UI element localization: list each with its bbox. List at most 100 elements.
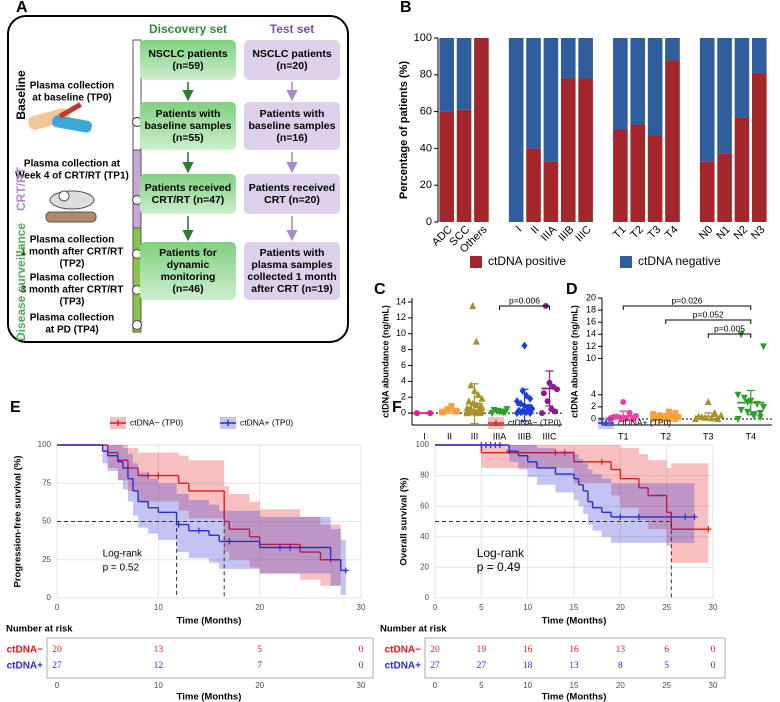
risk-count: 12 — [154, 661, 164, 671]
data-point — [737, 406, 745, 414]
x-tick-label: I — [423, 431, 426, 441]
confidence-band — [587, 469, 593, 525]
y-tick-label: 0 — [401, 407, 406, 417]
censor-mark — [598, 458, 605, 465]
x-tick-label: 20 — [616, 603, 625, 612]
x-tick-label: T2 — [628, 224, 646, 242]
bar-segment — [647, 135, 663, 222]
bar-segment — [560, 78, 576, 222]
censor-mark — [552, 449, 559, 456]
comparison-bracket — [622, 305, 752, 310]
bar-segment — [734, 38, 750, 118]
p-value: p=0.052 — [693, 309, 724, 319]
flow-box-text: collected 1 month — [247, 271, 336, 283]
data-point — [744, 408, 752, 416]
flow-box-text: (n=20) — [276, 60, 307, 72]
x-tick-label: N3 — [749, 224, 767, 242]
risk-count: 20 — [52, 645, 62, 655]
y-tick-label: 12 — [396, 312, 406, 322]
data-point — [521, 341, 528, 350]
y-tick-label: 4 — [591, 389, 596, 399]
x-tick-label: I — [514, 224, 525, 235]
flow-box-text: plasma samples — [251, 259, 332, 271]
data-point — [740, 394, 748, 402]
risk-title: Number at risk — [380, 624, 447, 635]
y-tick-label: 0 — [591, 413, 596, 423]
confidence-band — [574, 454, 579, 501]
bar-segment — [630, 38, 646, 125]
y-tick-label: 50 — [42, 517, 51, 526]
y-tick-label: 100 — [416, 440, 430, 449]
error-bar — [495, 409, 504, 414]
flow-box — [244, 102, 340, 150]
bar-segment — [439, 38, 454, 112]
risk-count: 5 — [664, 661, 669, 671]
x-tick-label: IIIB — [518, 431, 532, 441]
y-tick-label: 6 — [401, 360, 406, 370]
censor-mark — [496, 442, 503, 448]
error-bar — [445, 407, 454, 414]
timeline-treatment — [132, 149, 142, 229]
x-tick-label: IIIC — [573, 224, 594, 245]
timepoint-label: Plasma collection at — [24, 159, 121, 170]
data-point — [672, 409, 679, 416]
y-tick-label: 75 — [42, 478, 51, 487]
legend-label: ctDNA− (TP0) — [130, 417, 183, 427]
risk-count: 0 — [711, 645, 716, 655]
x-tick-label: 5 — [479, 603, 484, 612]
data-point — [665, 408, 672, 415]
flow-box — [140, 242, 236, 300]
annotation: p = 0.49 — [477, 560, 521, 574]
legend-label: ctDNA+ (TP0) — [240, 417, 293, 427]
data-point — [623, 415, 630, 422]
timepoint-label: Plasma collection — [30, 81, 114, 92]
data-point — [548, 406, 555, 413]
flow-box-text: (n=55) — [172, 132, 203, 144]
confidence-band — [127, 454, 133, 502]
bar-segment — [752, 38, 767, 73]
flow-box-text: NSCLC patients — [148, 48, 228, 60]
x-tick-label: N2 — [732, 224, 750, 242]
y-tick-label: 20 — [420, 179, 432, 191]
phase-label: Baseline — [14, 70, 28, 120]
data-point — [704, 398, 712, 406]
legend-label: ctDNA positive — [488, 254, 566, 268]
bar-segment — [543, 38, 559, 162]
risk-x-tick-label: 10 — [523, 681, 532, 690]
y-tick-label: 2 — [401, 392, 406, 402]
flow-box-text: CRT/RT (n=47) — [152, 194, 225, 206]
confidence-band — [107, 445, 118, 472]
y-tick-label: 14 — [586, 329, 596, 339]
flow-box-text: Patients with — [260, 108, 325, 120]
column-title: Test set — [270, 22, 314, 36]
comparison-bracket — [499, 305, 550, 310]
flow-box — [140, 102, 236, 150]
data-point — [465, 405, 473, 413]
confidence-band — [117, 445, 123, 481]
bar-segment — [613, 38, 628, 130]
risk-count: 13 — [569, 661, 579, 671]
p-value: p=0.026 — [672, 295, 703, 305]
data-point — [672, 415, 679, 422]
data-point — [467, 381, 475, 389]
confidence-band — [574, 445, 612, 484]
risk-count: 27 — [52, 661, 62, 671]
confidence-band — [133, 463, 139, 516]
confidence-band — [518, 445, 528, 470]
risk-count: 20 — [430, 645, 440, 655]
confidence-band — [209, 504, 220, 563]
data-point — [734, 415, 742, 423]
data-point — [517, 408, 524, 417]
data-point — [539, 410, 545, 417]
data-point — [478, 403, 486, 411]
risk-x-tick-label: 25 — [662, 681, 671, 690]
x-tick-label: III — [471, 431, 479, 441]
y-tick-label: 0 — [47, 593, 52, 602]
confidence-band — [249, 501, 260, 568]
y-tick-label: 80 — [420, 471, 429, 480]
bar-segment — [526, 148, 541, 222]
bar-segment — [647, 38, 663, 136]
risk-x-tick-label: 5 — [479, 681, 484, 690]
legend-label: ctDNA negative — [638, 254, 721, 268]
